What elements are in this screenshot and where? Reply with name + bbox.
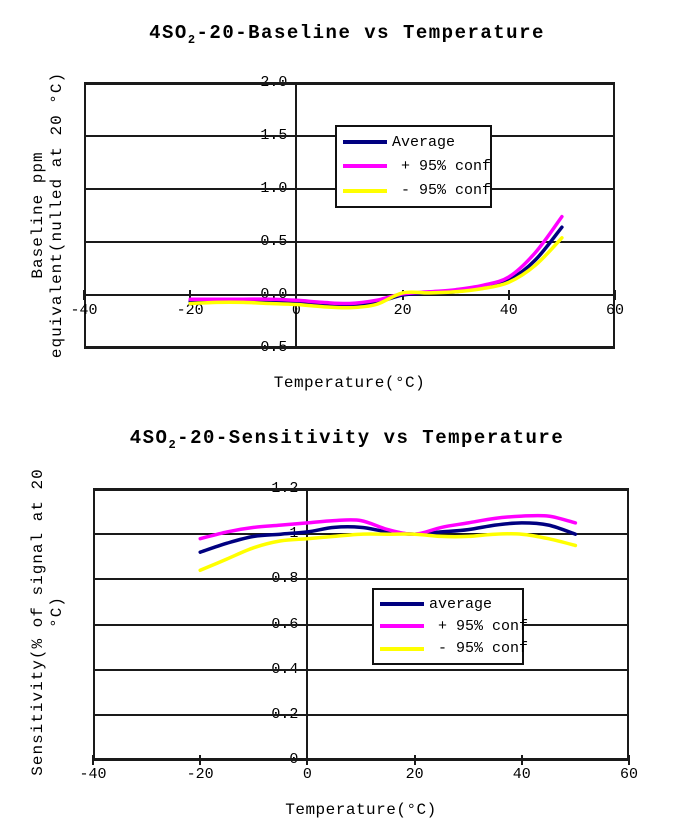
- legend-line-swatch: [380, 646, 424, 651]
- y-axis-tick: [301, 623, 314, 626]
- title-text: -20-Baseline vs Temperature: [196, 22, 545, 44]
- y-axis-tick: [290, 82, 303, 84]
- sensitivity-chart-title: 4SO2-20-Sensitivity vs Temperature: [0, 427, 694, 452]
- x-tick-label: -20: [176, 302, 204, 319]
- x-tick-label: 60: [605, 302, 624, 319]
- legend-label: Average: [392, 133, 456, 151]
- x-tick-label: -20: [186, 766, 214, 783]
- x-axis-tick: [401, 290, 404, 300]
- x-axis-tick: [92, 755, 94, 765]
- sensitivity-legend: average + 95% conf - 95% conf: [372, 588, 528, 665]
- sensitivity-y-axis-label-line1: Sensitivity(% of signal at 20: [29, 468, 47, 776]
- title-text: 4SO: [129, 427, 169, 449]
- plot-border: [93, 489, 629, 760]
- y-axis-tick: [301, 668, 314, 671]
- y-axis-tick: [301, 713, 314, 716]
- title-subscript: 2: [187, 32, 197, 47]
- y-axis-tick: [301, 533, 314, 536]
- baseline-legend: Average + 95% conf - 95% conf: [335, 125, 492, 208]
- x-axis-tick: [413, 755, 416, 765]
- legend-entry: - 95% conf: [380, 640, 528, 657]
- legend-line-swatch: [380, 602, 424, 607]
- gridline-h: [93, 759, 629, 761]
- title-subscript: 2: [168, 437, 178, 452]
- sensitivity-x-axis-label: Temperature(°C): [285, 801, 437, 819]
- title-text: -20-Sensitivity vs Temperature: [177, 427, 565, 449]
- sensitivity-y-axis-label-line2: °C): [48, 596, 66, 628]
- x-axis-tick: [306, 755, 309, 765]
- legend-label: - 95% conf: [438, 640, 529, 658]
- x-tick-label: 60: [619, 766, 638, 783]
- plot-border: [84, 83, 615, 348]
- y-axis-tick: [301, 578, 314, 581]
- y-axis-tick: [301, 488, 314, 490]
- baseline-x-axis-label: Temperature(°C): [273, 374, 426, 392]
- legend-label: - 95% conf: [401, 182, 492, 200]
- x-axis-tick: [83, 290, 85, 300]
- gridline-h: [93, 623, 629, 626]
- x-axis-tick: [199, 755, 202, 765]
- legend-entry: - 95% conf: [343, 182, 491, 199]
- legend-line-swatch: [343, 164, 387, 169]
- y-axis-tick: [290, 241, 303, 243]
- y-axis-tick: [290, 347, 303, 349]
- x-axis-tick: [520, 755, 523, 765]
- gridline-h: [93, 668, 629, 671]
- legend-entry: + 95% conf: [380, 618, 528, 635]
- x-tick-label: -40: [70, 302, 98, 319]
- x-tick-label: 40: [499, 302, 518, 319]
- y-axis-tick: [290, 135, 303, 137]
- title-text: 4SO: [149, 22, 188, 44]
- legend-entry: average: [380, 596, 518, 613]
- legend-entry: + 95% conf: [343, 158, 491, 175]
- x-axis-tick: [507, 290, 510, 300]
- x-axis-tick: [614, 290, 616, 300]
- x-tick-label: -40: [79, 766, 107, 783]
- gridline-h: [84, 347, 615, 349]
- gridline-h: [93, 578, 629, 581]
- legend-label: average: [429, 595, 493, 613]
- gridline-h: [93, 713, 629, 716]
- x-tick-label: 20: [405, 766, 424, 783]
- legend-entry: Average: [343, 134, 486, 151]
- x-tick-label: 0: [302, 766, 312, 783]
- legend-line-swatch: [343, 140, 387, 145]
- legend-line-swatch: [380, 624, 424, 629]
- x-axis-tick: [295, 290, 298, 300]
- x-tick-label: 20: [393, 302, 412, 319]
- legend-line-swatch: [343, 188, 387, 193]
- x-tick-label: 40: [512, 766, 531, 783]
- legend-label: + 95% conf: [401, 157, 492, 175]
- x-tick-label: 0: [291, 302, 301, 319]
- y-axis-tick: [290, 188, 303, 190]
- legend-label: + 95% conf: [438, 617, 529, 635]
- x-axis-tick: [628, 755, 630, 765]
- x-axis-tick: [189, 290, 192, 300]
- baseline-chart-title: 4SO2-20-Baseline vs Temperature: [0, 22, 694, 47]
